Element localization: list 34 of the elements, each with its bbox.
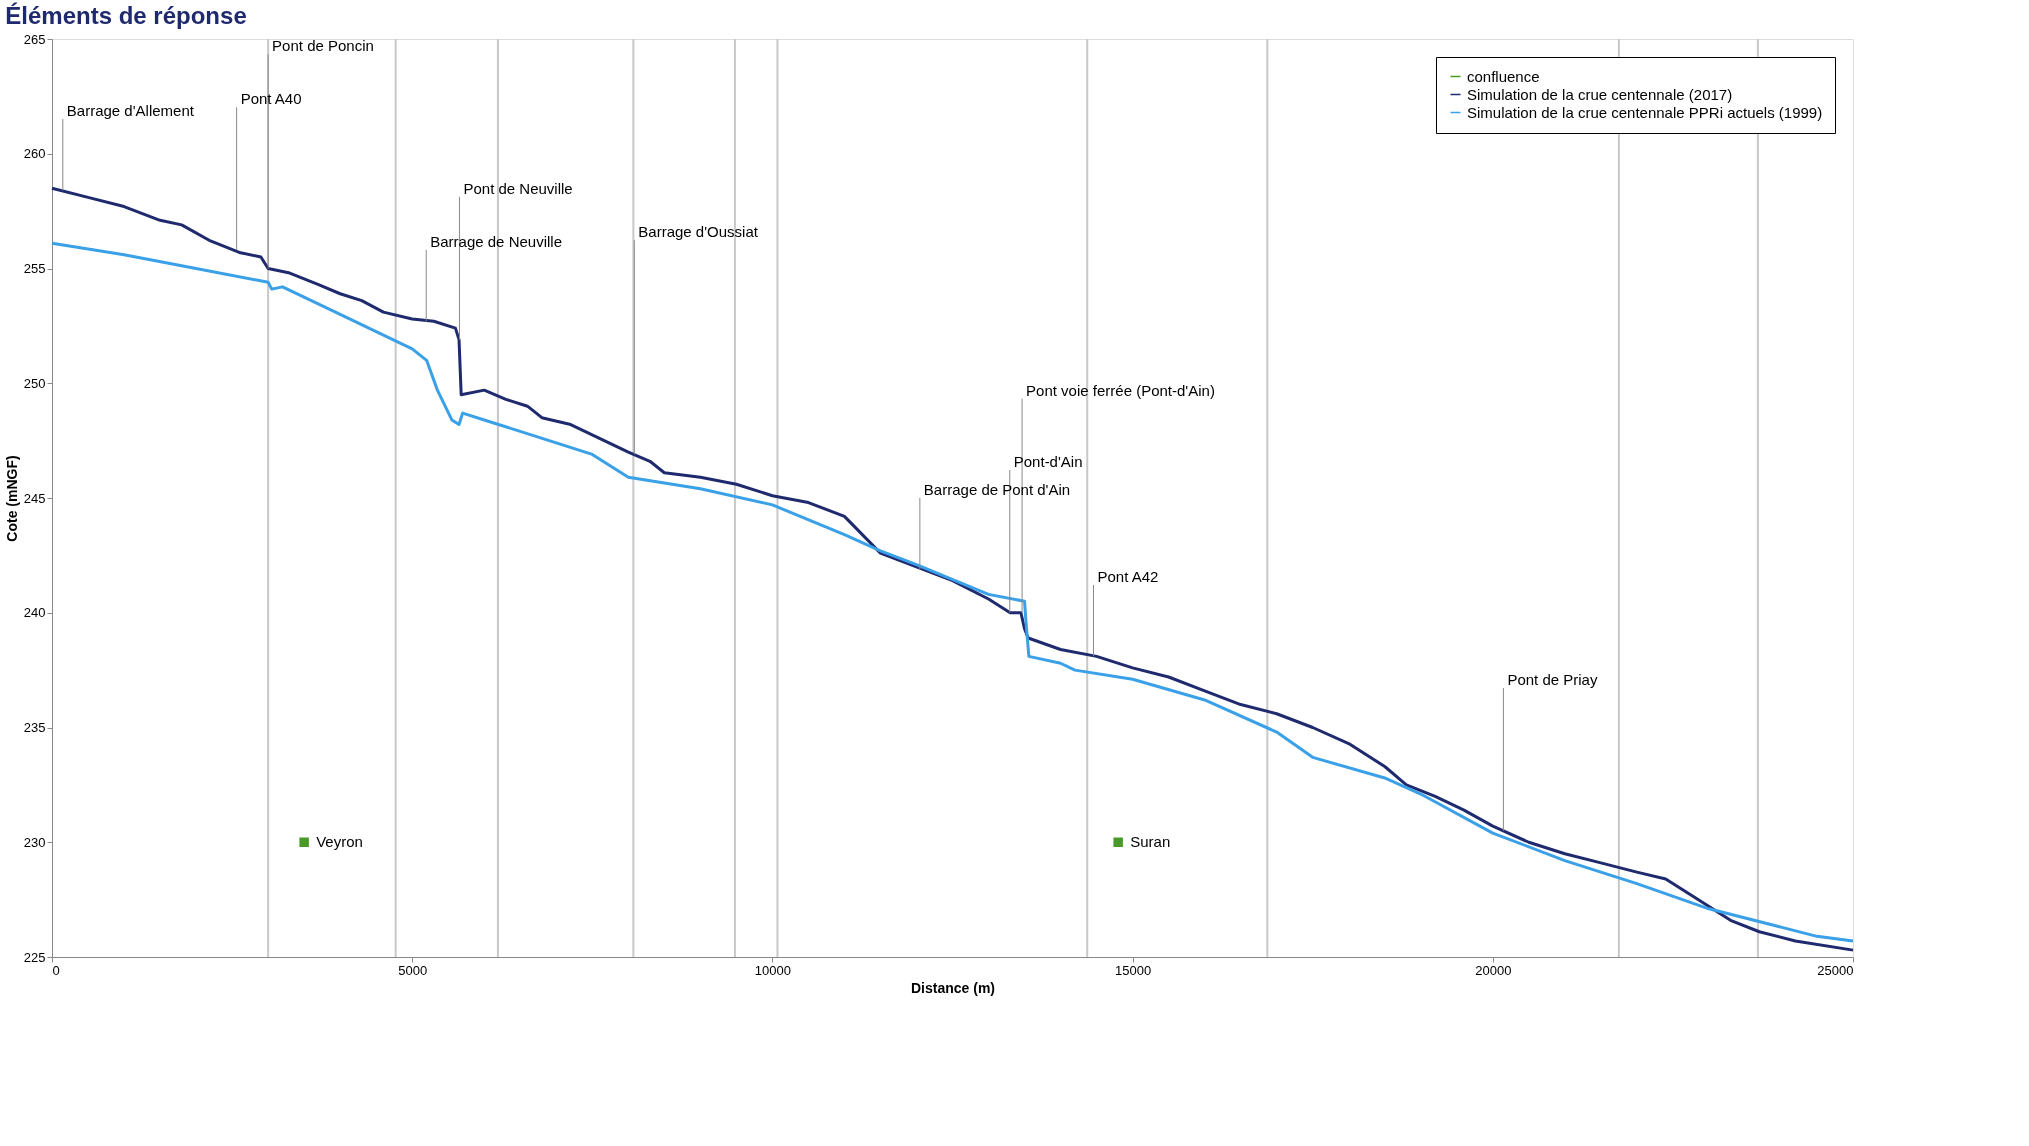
- annotation: Barrage d'Oussiat: [638, 223, 759, 241]
- y-tick-label: 240: [23, 605, 46, 621]
- x-axis-title: Distance (m): [910, 979, 996, 996]
- x-tick-label: 25000: [1817, 962, 1854, 978]
- y-tick-label: 260: [23, 146, 46, 162]
- x-tick-label: 0: [52, 962, 60, 978]
- x-tick-label: 5000: [398, 962, 428, 978]
- y-tick-label: 230: [23, 834, 46, 850]
- annotation: Pont A40: [240, 90, 302, 108]
- annotation: Pont de Priay: [1507, 670, 1598, 688]
- x-tick-label: 20000: [1475, 962, 1512, 978]
- annotation: Barrage de Pont d'Ain: [923, 480, 1071, 498]
- y-tick-label: 250: [23, 375, 46, 391]
- x-tick-label: 15000: [1115, 962, 1152, 978]
- y-tick-label: 265: [23, 31, 46, 47]
- data-label: Suran: [1130, 833, 1171, 851]
- legend-label: Simulation de la crue centennale (2017): [1467, 85, 1733, 103]
- x-tick-label: 10000: [754, 962, 791, 978]
- data-label: Veyron: [316, 833, 363, 851]
- y-tick-label: 255: [23, 261, 46, 276]
- annotation: Pont A42: [1097, 567, 1159, 585]
- y-axis-title: Cote (mNGF): [3, 455, 20, 542]
- y-tick-label: 245: [23, 490, 46, 506]
- legend-label: Simulation de la crue centennale PPRi actuels (1999): [1467, 103, 1823, 121]
- annotation: Barrage de Neuville: [430, 232, 562, 250]
- y-tick-label: 225: [23, 949, 46, 965]
- annotation: Pont voie ferrée (Pont-d'Ain): [1026, 381, 1215, 399]
- y-tick-label: 235: [23, 720, 46, 735]
- annotation: Pont-d'Ain: [1013, 452, 1083, 470]
- annotation: Pont de Neuville: [463, 179, 573, 197]
- legend-label: confluence: [1467, 67, 1540, 85]
- annotation: Barrage d'Allement: [66, 102, 195, 120]
- chart-title: Éléments de réponse: [5, 2, 247, 29]
- annotation: Pont de Poncin: [272, 37, 374, 55]
